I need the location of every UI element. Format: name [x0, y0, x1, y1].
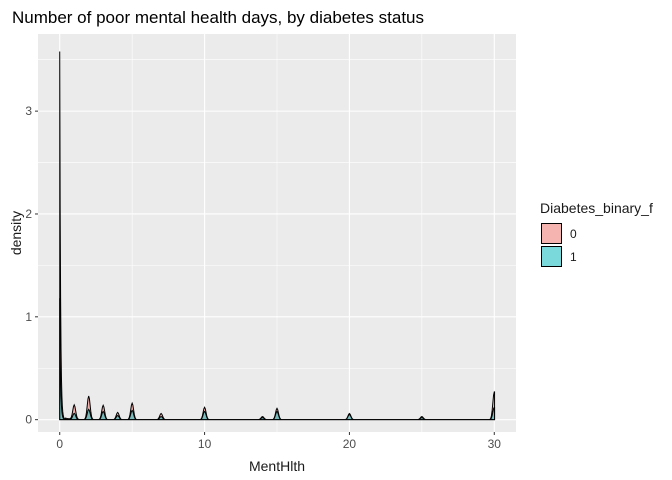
- legend-swatch-0: [541, 223, 562, 244]
- legend-swatch-1: [541, 246, 562, 267]
- density-areas: [59, 51, 496, 421]
- x-tick-label: 20: [343, 437, 357, 451]
- y-tick-label: 3: [25, 104, 32, 118]
- y-tick-label: 0: [25, 413, 32, 427]
- density-area-1: [59, 298, 496, 421]
- x-tick-label: 30: [488, 437, 502, 451]
- y-axis: 0 1 2 3: [25, 104, 38, 427]
- minor-gridlines: [38, 34, 516, 432]
- y-tick-label: 2: [25, 207, 32, 221]
- legend-label: 0: [570, 227, 577, 241]
- legend-title: Diabetes_binary_f: [540, 200, 653, 216]
- y-tick-label: 1: [25, 310, 32, 324]
- x-tick-label: 10: [198, 437, 212, 451]
- x-axis: 0 10 20 30: [56, 432, 501, 451]
- legend-label: 1: [570, 250, 577, 264]
- x-tick-label: 0: [56, 437, 63, 451]
- chart-title: Number of poor mental health days, by di…: [12, 8, 424, 27]
- x-axis-title: MentHlth: [249, 458, 305, 474]
- y-axis-title: density: [8, 211, 24, 255]
- legend: Diabetes_binary_f 0 1: [540, 200, 653, 267]
